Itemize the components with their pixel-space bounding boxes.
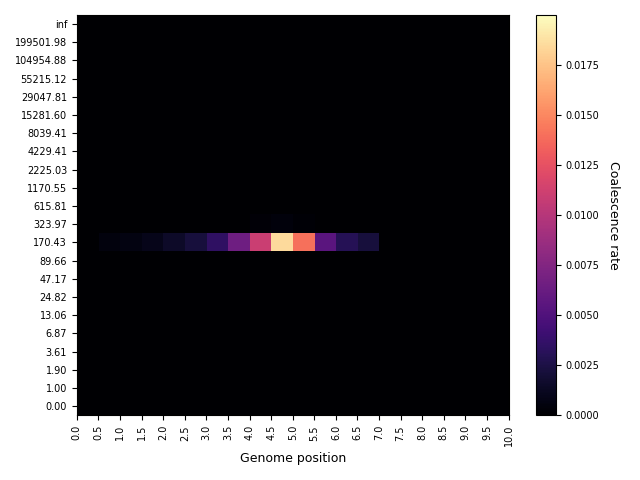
Y-axis label: Coalescence rate: Coalescence rate [607, 161, 620, 270]
X-axis label: Genome position: Genome position [239, 452, 346, 465]
